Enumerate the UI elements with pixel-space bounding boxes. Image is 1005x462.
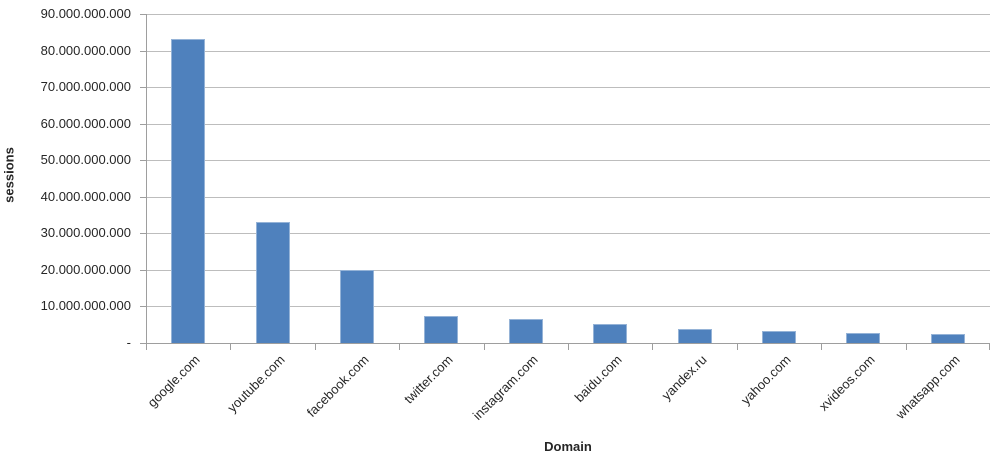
y-tick-mark xyxy=(140,306,146,308)
gridline xyxy=(146,306,990,308)
x-tick-mark xyxy=(821,344,823,350)
y-tick-mark xyxy=(140,233,146,235)
gridline xyxy=(146,233,990,235)
gridline xyxy=(146,123,990,125)
bar-facebook.com xyxy=(340,269,374,343)
x-tick-mark xyxy=(314,344,316,350)
plot-area xyxy=(140,14,990,350)
y-tick-mark xyxy=(140,87,146,89)
y-tick-mark xyxy=(140,269,146,271)
gridline xyxy=(146,160,990,162)
y-axis-line xyxy=(146,14,147,350)
gridline xyxy=(146,14,990,15)
bar-baidu.com xyxy=(593,324,628,343)
bar-google.com xyxy=(171,39,206,343)
bar-yahoo.com xyxy=(762,330,796,343)
bar-xvideos.com xyxy=(846,332,881,343)
y-tick-label: 80.000.000.000 xyxy=(40,42,131,58)
bar-whatsapp.com xyxy=(930,333,965,343)
x-tick-mark xyxy=(652,344,654,350)
x-tick-mark xyxy=(568,344,569,350)
x-tick-mark xyxy=(483,344,485,350)
y-tick-label: 20.000.000.000 xyxy=(40,261,131,277)
x-tick-mark xyxy=(399,344,401,350)
x-axis-title: Domain xyxy=(544,439,592,454)
y-tick-mark xyxy=(140,196,146,198)
bar-youtube.com xyxy=(255,222,290,343)
y-tick-mark xyxy=(140,14,146,15)
x-tick-mark xyxy=(905,344,907,350)
y-tick-mark xyxy=(140,123,146,125)
gridline xyxy=(146,50,990,52)
x-axis-line xyxy=(140,343,990,344)
gridline xyxy=(146,269,990,271)
gridline xyxy=(146,196,990,198)
y-tick-label: 50.000.000.000 xyxy=(40,152,131,168)
y-tick-label: - xyxy=(126,335,131,350)
bar-yandex.ru xyxy=(677,329,712,343)
y-tick-label: 70.000.000.000 xyxy=(40,79,131,95)
bar-twitter.com xyxy=(424,316,459,343)
bar-instagram.com xyxy=(508,318,543,343)
y-tick-label: 40.000.000.000 xyxy=(40,188,131,204)
x-tick-mark xyxy=(230,344,232,350)
y-tick-label: 90.000.000.000 xyxy=(40,6,131,21)
x-tick-mark xyxy=(989,344,990,350)
y-tick-mark xyxy=(140,160,146,162)
x-tick-mark xyxy=(146,344,147,350)
y-tick-label: 30.000.000.000 xyxy=(40,225,131,241)
y-tick-label: 10.000.000.000 xyxy=(40,298,131,314)
y-tick-label: 60.000.000.000 xyxy=(40,115,131,131)
gridline xyxy=(146,87,990,89)
x-tick-mark xyxy=(736,344,738,350)
y-tick-mark xyxy=(140,50,146,52)
